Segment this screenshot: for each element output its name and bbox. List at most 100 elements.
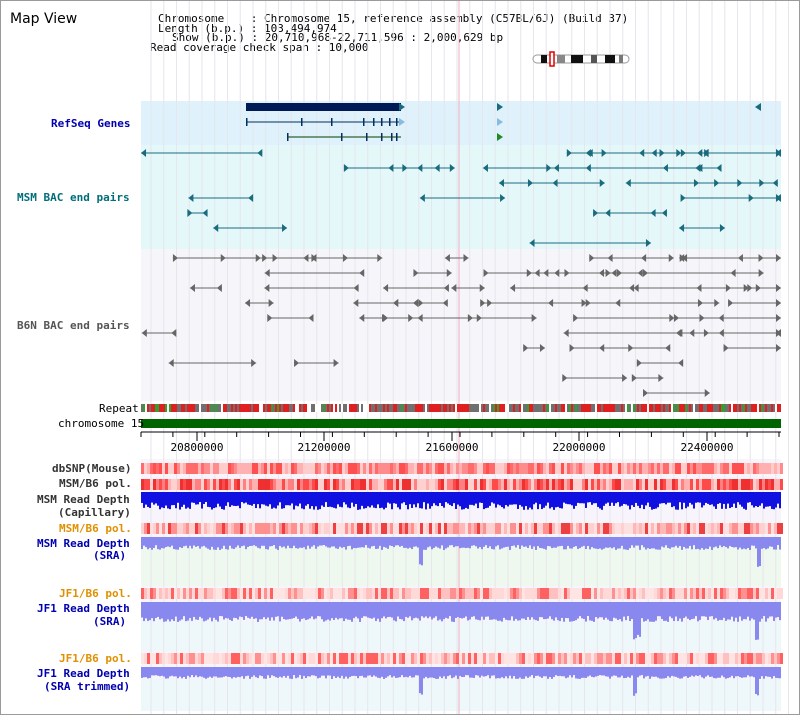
jf1-b6-pol-cell — [600, 588, 603, 599]
jf1-depth-sra-bar — [149, 602, 151, 621]
repeat-segment — [623, 404, 625, 412]
repeat-segment — [207, 404, 209, 412]
msm-depth-sra-bar — [617, 537, 619, 549]
msm-b6-pol-2-cell — [483, 523, 486, 534]
repeat-segment — [237, 404, 239, 412]
jf1-depth-sra-bar — [309, 602, 311, 619]
track-label-msm-depth-sra[interactable]: MSM Read Depth — [37, 537, 130, 550]
msm-depth-capillary-bar — [253, 492, 255, 504]
jf1-b6-pol-cell — [765, 588, 768, 599]
msm-depth-capillary-bar — [629, 492, 631, 510]
msm-b6-pol-cell — [531, 479, 534, 490]
track-label-b6n-bac[interactable]: B6N BAC end pairs — [17, 319, 130, 332]
jf1-depth-sra-bar — [579, 602, 581, 617]
msm-depth-capillary-bar — [709, 492, 711, 505]
track-label-msm-b6-pol-1[interactable]: MSM/B6 pol. — [59, 477, 132, 490]
track-label-jf1-depth-sra[interactable]: JF1 Read Depth — [37, 602, 130, 615]
axis-tick-label: 21600000 — [426, 441, 479, 454]
msm-depth-capillary-bar — [559, 492, 561, 509]
track-label-msm-b6-pol-2[interactable]: MSM/B6 pol. — [59, 522, 132, 535]
msm-depth-capillary-bar — [537, 492, 539, 510]
track-label-jf1-b6-pol-2[interactable]: JF1/B6 pol. — [59, 652, 132, 665]
msm-bac-end — [679, 224, 685, 232]
msm-depth-capillary-bar — [383, 492, 385, 510]
jf1-b6-pol-2-cell — [219, 653, 222, 664]
jf1-b6-pol-cell — [693, 588, 696, 599]
dbsnp-cell — [597, 463, 600, 474]
jf1-depth-trimmed-bar — [557, 667, 559, 677]
msm-depth-capillary-bar — [635, 492, 637, 503]
msm-b6-pol-2-cell — [387, 523, 390, 534]
jf1-b6-pol-2-cell — [405, 653, 408, 664]
msm-depth-sra-bar — [667, 537, 669, 548]
undefined-end — [353, 284, 359, 292]
dbsnp-cell — [186, 463, 189, 474]
msm-depth-sra-bar — [409, 537, 411, 548]
jf1-b6-pol-cell — [231, 588, 234, 599]
msm-b6-pol-2-cell — [156, 523, 159, 534]
jf1-b6-pol-2-cell — [756, 653, 759, 664]
track-label-dbsnp[interactable]: dbSNP(Mouse) — [52, 462, 132, 475]
track-label-msm-bac[interactable]: MSM BAC end pairs — [17, 191, 130, 204]
jf1-b6-pol-2-cell — [645, 653, 648, 664]
msm-depth-sra-bar — [345, 537, 347, 550]
track-label-msm-depth-capillary[interactable]: MSM Read Depth — [37, 493, 130, 506]
track-label-jf1-b6-pol-1[interactable]: JF1/B6 pol. — [59, 587, 132, 600]
dbsnp-cell — [543, 463, 546, 474]
msm-b6-pol-2-cell — [192, 523, 195, 534]
msm-depth-sra-bar — [701, 537, 703, 549]
msm-b6-pol-2-cell — [444, 523, 447, 534]
jf1-depth-trimmed-bar — [291, 667, 293, 679]
jf1-b6-pol-cell — [729, 588, 732, 599]
msm-depth-sra-bar — [757, 537, 759, 567]
repeat-segment — [447, 404, 449, 412]
repeat-segment — [629, 404, 631, 412]
msm-depth-sra-bar — [171, 537, 173, 546]
msm-depth-capillary-bar — [349, 492, 351, 509]
jf1-depth-sra-bar — [229, 602, 231, 620]
msm-b6-pol-cell — [780, 479, 783, 490]
msm-depth-sra-bar — [237, 537, 239, 546]
gene-exon — [396, 118, 398, 126]
jf1-depth-sra-bar — [453, 602, 455, 622]
track-label-jf1-depth-trimmed[interactable]: JF1 Read Depth — [37, 667, 130, 680]
msm-depth-capillary-bar — [641, 492, 643, 505]
jf1-b6-pol-2-cell — [417, 653, 420, 664]
msm-b6-pol-2-cell — [756, 523, 759, 534]
msm-depth-sra-bar — [315, 537, 317, 549]
jf1-b6-pol-cell — [213, 588, 216, 599]
dbsnp-cell — [264, 463, 267, 474]
jf1-b6-pol-2-cell — [498, 653, 501, 664]
track-label-refseq-genes[interactable]: RefSeq Genes — [51, 117, 131, 130]
jf1-depth-trimmed-bar — [507, 667, 509, 679]
gene-exon — [246, 118, 248, 126]
msm-bac-end — [282, 224, 288, 232]
jf1-depth-trimmed-bar — [509, 667, 511, 676]
msm-depth-capillary-bar — [703, 492, 705, 506]
jf1-depth-trimmed-bar — [669, 667, 671, 678]
jf1-depth-trimmed-bar — [227, 667, 229, 677]
jf1-b6-pol-cell — [294, 588, 297, 599]
jf1-depth-trimmed-bar — [521, 667, 523, 679]
chromosome-ideogram — [532, 51, 630, 67]
msm-depth-capillary-bar — [621, 492, 623, 506]
jf1-b6-pol-cell — [561, 588, 564, 599]
undefined-end — [172, 254, 178, 262]
undefined-end — [723, 344, 729, 352]
jf1-depth-sra-bar — [501, 602, 503, 622]
jf1-depth-sra-bar — [523, 602, 525, 619]
jf1-b6-pol-2-cell — [642, 653, 645, 664]
msm-depth-sra-bar — [251, 537, 253, 546]
msm-depth-capillary-bar — [517, 492, 519, 509]
msm-depth-capillary-bar — [225, 492, 227, 506]
msm-b6-pol-cell — [543, 479, 546, 490]
repeat-segment — [407, 404, 409, 412]
msm-depth-sra-bar — [361, 537, 363, 548]
jf1-b6-pol-2-cell — [471, 653, 474, 664]
msm-b6-pol-cell — [768, 479, 771, 490]
msm-depth-capillary-bar — [649, 492, 651, 507]
jf1-depth-trimmed-bar — [201, 667, 203, 677]
msm-b6-pol-2-cell — [309, 523, 312, 534]
msm-b6-pol-2-cell — [765, 523, 768, 534]
